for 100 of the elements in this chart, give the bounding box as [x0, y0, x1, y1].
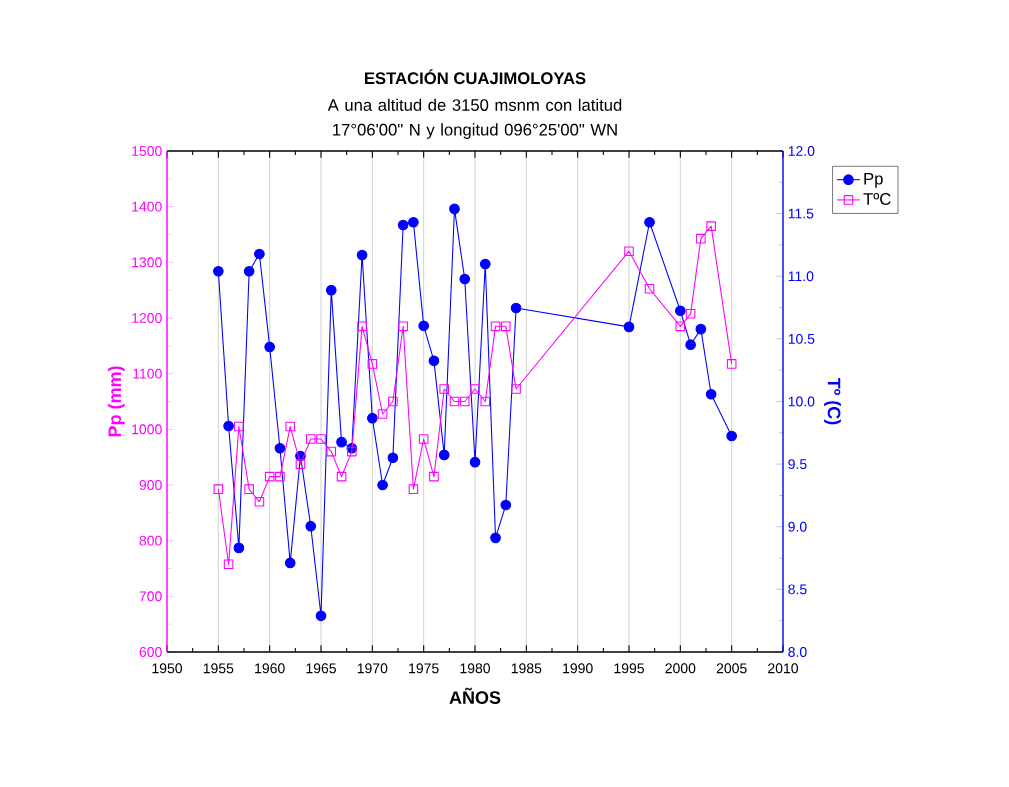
point: [449, 396, 460, 407]
y2-tick-label: 10.5: [788, 333, 815, 344]
point: [706, 221, 716, 231]
point: [213, 484, 224, 494]
point: [469, 456, 481, 468]
y2-tick-label: 10.0: [788, 396, 815, 407]
point: [234, 421, 244, 432]
point: [347, 446, 357, 457]
point: [367, 412, 378, 424]
point: [418, 434, 429, 444]
y-tick-label: 1000: [132, 424, 162, 435]
point: [315, 610, 327, 622]
point: [243, 265, 255, 277]
point: [726, 359, 737, 369]
point: [624, 246, 634, 256]
point: [336, 436, 347, 448]
point: [223, 420, 234, 432]
point: [428, 355, 440, 367]
y-tick-label: 800: [139, 535, 162, 546]
point: [418, 320, 430, 332]
legend-label: Pp: [864, 172, 883, 188]
y-tick-label: 1300: [132, 257, 162, 268]
point: [264, 471, 275, 482]
point: [438, 449, 450, 461]
point: [644, 283, 655, 294]
point: [439, 384, 450, 394]
point: [377, 479, 388, 491]
x-tick-label: 1985: [511, 663, 542, 674]
point: [284, 557, 296, 569]
y-tick-label: 1200: [132, 313, 162, 323]
point: [295, 459, 306, 469]
y2-tick-label: 8.0: [788, 647, 807, 657]
y2-axis-title: Tº (C): [824, 377, 841, 425]
chart-subtitle: A una altitud de 3150 msnm con latitud 17°06'00" N y longitud 096°25'00" WN: [327, 98, 622, 139]
x-tick-label: 1975: [409, 663, 439, 674]
y-tick-label: 1400: [132, 201, 162, 212]
x-tick-label: 1955: [203, 663, 234, 674]
legend-label: TºC: [863, 193, 891, 205]
point: [510, 302, 522, 314]
point: [367, 359, 378, 369]
point: [285, 421, 296, 432]
point: [388, 396, 398, 407]
point: [336, 471, 347, 482]
x-tick-label: 1960: [255, 663, 285, 674]
y-tick-label: 1500: [132, 146, 162, 156]
x-tick-label: 2000: [665, 663, 696, 674]
x-tick-label: 1995: [614, 663, 644, 674]
point: [325, 284, 337, 296]
point: [213, 265, 224, 277]
x-tick-label: 2005: [716, 663, 747, 674]
point: [490, 532, 501, 544]
point: [644, 216, 655, 228]
point: [696, 233, 706, 244]
point: [695, 323, 707, 335]
y-tick-label: 600: [139, 647, 162, 657]
x-tick-label: 1950: [152, 663, 183, 674]
point: [397, 219, 409, 231]
point: [316, 434, 326, 444]
point: [480, 396, 491, 407]
x-tick-label: 1970: [357, 663, 388, 674]
point: [675, 321, 686, 332]
point: [459, 273, 471, 285]
point: [470, 384, 480, 394]
point: [511, 384, 521, 394]
y2-tick-label: 9.5: [788, 459, 807, 470]
point: [623, 321, 635, 333]
point: [501, 321, 511, 332]
point: [264, 341, 276, 353]
x-tick-label: 1965: [306, 663, 336, 674]
point: [429, 471, 439, 482]
x-axis-title: AÑOS: [449, 687, 501, 704]
point: [377, 409, 388, 419]
point: [357, 321, 367, 332]
point: [449, 203, 460, 215]
point: [674, 305, 686, 317]
y2-tick-label: 8.5: [788, 584, 807, 595]
point: [408, 484, 419, 494]
y2-tick-label: 12.0: [788, 146, 815, 156]
y-tick-label: 700: [139, 591, 162, 602]
y-tick-label: 900: [139, 480, 162, 490]
point: [490, 321, 501, 332]
point: [459, 396, 470, 407]
point: [387, 452, 399, 464]
point: [726, 430, 738, 442]
x-tick-label: 1980: [460, 663, 491, 674]
point: [274, 442, 286, 454]
point: [244, 484, 254, 494]
y2-tick-label: 9.0: [788, 521, 807, 532]
point: [223, 559, 234, 570]
point: [705, 388, 717, 400]
point: [326, 446, 337, 457]
point: [408, 216, 419, 228]
x-tick-label: 2010: [768, 663, 799, 674]
point: [479, 258, 491, 270]
y2-tick-label: 11.5: [788, 208, 814, 219]
point: [305, 520, 317, 532]
point: [398, 321, 408, 332]
y-tick-label: 1100: [133, 368, 162, 379]
y-axis-title: Pp (mm): [107, 366, 125, 437]
point: [254, 496, 265, 507]
